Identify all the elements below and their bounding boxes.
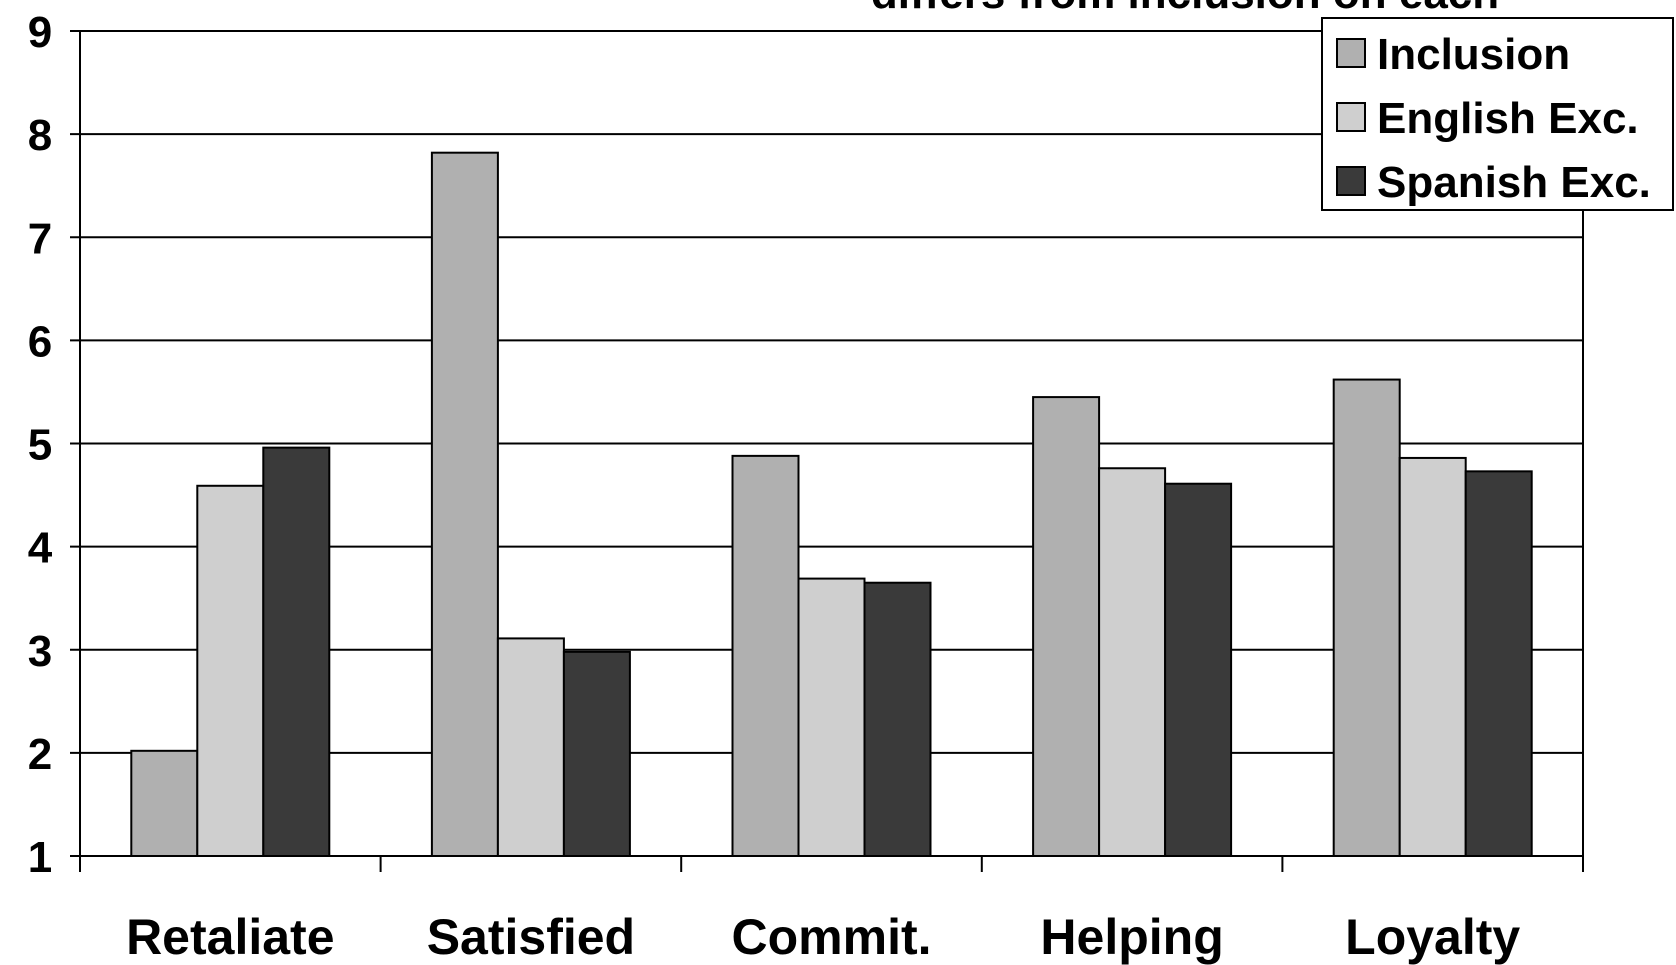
legend-label: English Exc.: [1377, 94, 1639, 143]
y-tick-label: 5: [28, 421, 52, 470]
y-tick-label: 3: [28, 627, 52, 676]
bar-inclusion-loyalty: [1332, 378, 1401, 857]
bar-english-exc-commit: [797, 577, 866, 857]
bar-english-exc-retaliate: [196, 484, 265, 857]
legend-label: Spanish Exc.: [1377, 158, 1651, 207]
bar-english-exc-helping: [1098, 467, 1167, 857]
y-tick-label: 6: [28, 317, 52, 366]
bar-english-exc-satisfied: [496, 637, 565, 857]
legend-swatch: [1336, 38, 1366, 68]
bar-spanish-exc-loyalty: [1464, 470, 1533, 857]
y-tick-label: 1: [28, 833, 52, 882]
bar-inclusion-helping: [1032, 396, 1101, 857]
axes: [79, 31, 1584, 872]
legend-box: [1321, 17, 1674, 211]
bar-inclusion-retaliate: [130, 749, 199, 857]
y-tick-label: 4: [28, 524, 53, 573]
bar-spanish-exc-retaliate: [262, 446, 331, 857]
category-label: Helping: [1040, 909, 1223, 965]
category-label: Satisfied: [427, 909, 635, 965]
bar-spanish-exc-commit: [863, 581, 932, 857]
category-label: Loyalty: [1345, 909, 1520, 965]
bars: [130, 151, 1533, 857]
bar-english-exc-loyalty: [1398, 456, 1467, 857]
y-tick-label: 2: [28, 730, 52, 779]
bar-inclusion-commit: [731, 454, 800, 857]
clipped-heading-text: differs from inclusion on each: [871, 0, 1499, 18]
legend-swatch: [1336, 102, 1366, 132]
legend-label: Inclusion: [1377, 30, 1570, 79]
y-tick-label: 9: [28, 8, 52, 57]
y-tick-label: 7: [28, 214, 52, 263]
category-labels: Retaliate Satisfied Commit. Helping Loyalty: [126, 909, 1520, 965]
bar-spanish-exc-helping: [1164, 482, 1233, 857]
category-label: Commit.: [732, 909, 932, 965]
bar-inclusion-satisfied: [430, 151, 499, 857]
y-tick-labels: 1 2 3 4 5 6 7 8 9: [28, 8, 53, 882]
legend-swatch: [1336, 166, 1366, 196]
category-label: Retaliate: [126, 909, 334, 965]
bar-spanish-exc-satisfied: [562, 650, 631, 857]
legend: Inclusion English Exc. Spanish Exc.: [1321, 17, 1674, 211]
y-tick-label: 8: [28, 111, 52, 160]
